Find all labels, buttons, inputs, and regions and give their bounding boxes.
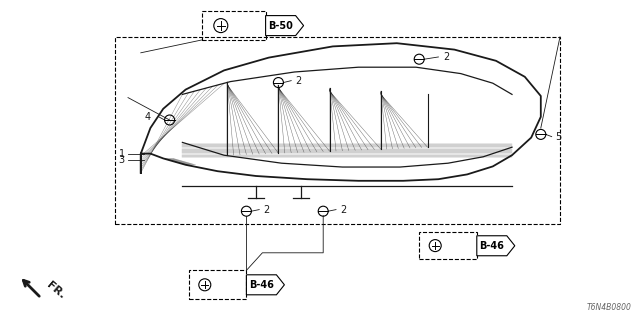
Polygon shape [141, 43, 541, 181]
Polygon shape [266, 16, 303, 36]
Text: T6N4B0800: T6N4B0800 [587, 303, 632, 312]
Text: 1: 1 [118, 148, 125, 159]
Text: 4: 4 [144, 112, 150, 122]
Text: 2: 2 [443, 52, 449, 62]
Text: 2: 2 [264, 204, 270, 215]
Bar [419, 232, 477, 259]
Text: B-50: B-50 [268, 20, 293, 31]
Bar [115, 37, 560, 224]
Text: 2: 2 [340, 204, 347, 215]
Text: B-46: B-46 [249, 280, 274, 290]
Text: B-46: B-46 [479, 241, 504, 251]
Polygon shape [246, 275, 284, 295]
Text: 3: 3 [118, 155, 125, 165]
Bar [202, 11, 266, 40]
Text: 2: 2 [296, 76, 302, 86]
Bar [189, 270, 246, 299]
Text: 5: 5 [556, 132, 562, 142]
Polygon shape [477, 236, 515, 256]
Text: FR.: FR. [45, 280, 67, 300]
